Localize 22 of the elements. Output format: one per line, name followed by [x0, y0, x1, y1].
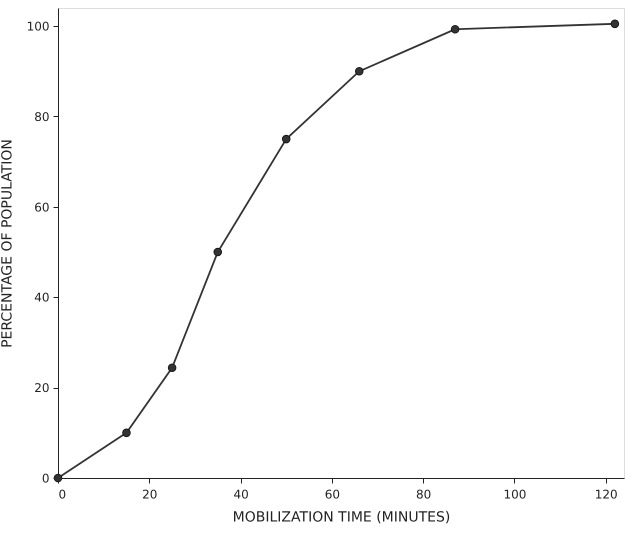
x-tick-label: 100: [504, 488, 526, 502]
x-tick-label: 120: [594, 488, 618, 502]
x-tick-label: 80: [416, 488, 432, 502]
point: [213, 248, 222, 256]
x-tick-label: 60: [324, 488, 340, 502]
x-tick-label: 20: [142, 488, 158, 502]
x-axis-title: MOBILIZATION TIME (MINUTES): [232, 510, 450, 526]
y-tick-label: 0: [42, 472, 50, 486]
y-tick-label: 80: [34, 110, 50, 124]
point: [282, 134, 290, 144]
y-tick-label: 40: [34, 290, 50, 305]
point: [450, 24, 460, 34]
x-tick-label: 40: [233, 488, 249, 502]
y-tick-label: 100: [26, 20, 50, 34]
point: [610, 20, 620, 28]
y-tick-label: 20: [34, 381, 50, 396]
point: [122, 428, 131, 438]
y-tick-label: 60: [34, 200, 50, 214]
point: [354, 67, 364, 76]
y-axis-title: PERCENTAGE OF POPULATION: [0, 139, 16, 348]
x-tick-label: 0: [58, 488, 66, 502]
point: [168, 363, 176, 372]
